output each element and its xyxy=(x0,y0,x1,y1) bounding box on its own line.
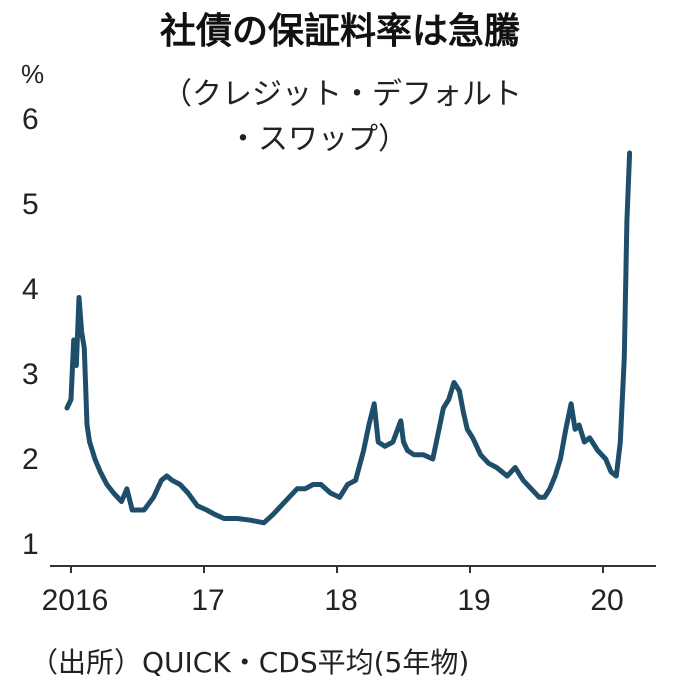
x-tick-label: 2016 xyxy=(42,584,109,617)
chart-subtitle-line1: （クレジット・デフォルト xyxy=(162,77,522,112)
y-tick-label: 3 xyxy=(22,358,39,391)
y-tick-label: 5 xyxy=(22,188,39,221)
x-axis-ticks: 2016 17 18 19 20 xyxy=(42,566,624,617)
x-tick-label: 20 xyxy=(590,584,623,617)
x-tick-label: 19 xyxy=(457,584,490,617)
y-axis-ticks: 1 2 3 4 5 6 xyxy=(22,103,39,561)
cds-series-line xyxy=(64,150,633,526)
y-tick-label: 6 xyxy=(22,103,39,136)
source-note: （出所）QUICK・CDS平均(5年物) xyxy=(30,646,469,679)
y-tick-label: 4 xyxy=(22,273,39,306)
chart-title: 社債の保証料率は急騰 xyxy=(160,11,520,52)
chart-subtitle-line2: ・スワップ） xyxy=(228,122,408,157)
y-tick-label: 1 xyxy=(22,528,39,561)
x-tick-label: 18 xyxy=(324,584,357,617)
y-tick-label: 2 xyxy=(22,443,39,476)
x-tick-label: 17 xyxy=(191,584,224,617)
y-axis-unit-label: % xyxy=(21,59,44,89)
